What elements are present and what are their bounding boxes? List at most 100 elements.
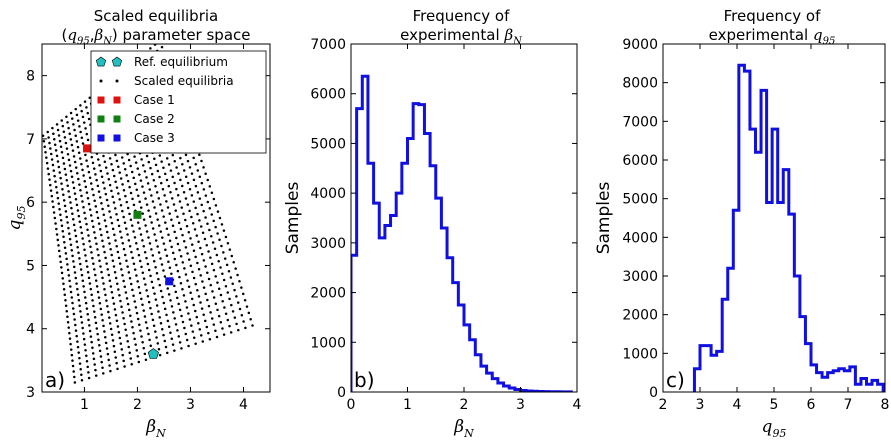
scaled-equilibrium-dot xyxy=(178,200,182,203)
scaled-equilibrium-dot xyxy=(74,134,77,137)
scaled-equilibrium-dot xyxy=(106,352,110,356)
scaled-equilibrium-dot xyxy=(72,186,76,190)
scaled-equilibrium-dot xyxy=(116,282,119,285)
scaled-equilibrium-dot xyxy=(78,183,81,186)
scaled-equilibrium-dot xyxy=(72,370,75,373)
scaled-equilibrium-dot xyxy=(156,245,159,248)
scaled-equilibrium-dot xyxy=(131,256,134,260)
scaled-equilibrium-dot xyxy=(82,285,85,288)
scaled-equilibrium-dot xyxy=(64,304,68,307)
scaled-equilibrium-dot xyxy=(103,287,106,291)
scaled-equilibrium-dot xyxy=(220,223,224,226)
scaled-equilibrium-dot xyxy=(166,206,170,209)
scaled-equilibrium-dot xyxy=(49,183,52,187)
scaled-equilibrium-dot xyxy=(235,295,238,298)
scaled-equilibrium-dot xyxy=(74,323,77,327)
scaled-equilibrium-dot xyxy=(95,242,98,245)
scaled-equilibrium-dot xyxy=(102,324,105,328)
scaled-equilibrium-dot xyxy=(172,203,176,206)
scaled-equilibrium-dot xyxy=(230,254,234,258)
scaled-equilibrium-dot xyxy=(204,292,207,296)
scaled-equilibrium-dot xyxy=(130,224,134,227)
scaled-equilibrium-dot xyxy=(85,307,89,310)
scaled-equilibrium-dot xyxy=(109,285,113,288)
case-marker xyxy=(133,210,142,219)
scaled-equilibrium-dot xyxy=(154,212,158,215)
scaled-equilibrium-dot xyxy=(223,257,227,260)
scaled-equilibrium-dot xyxy=(115,361,118,365)
scaled-equilibrium-dot xyxy=(91,188,94,191)
scaled-equilibrium-dot xyxy=(128,276,132,280)
scaled-equilibrium-dot xyxy=(67,274,71,277)
scaled-equilibrium-dot xyxy=(93,231,96,234)
scaled-equilibrium-dot xyxy=(72,312,76,316)
scaled-equilibrium-dot xyxy=(178,341,182,344)
scaled-equilibrium-dot xyxy=(203,237,207,241)
scaled-equilibrium-dot xyxy=(121,242,125,245)
scaled-equilibrium-dot xyxy=(179,281,183,285)
scaled-equilibrium-dot xyxy=(159,230,163,233)
scaled-equilibrium-dot xyxy=(83,211,86,215)
legend-marker xyxy=(111,56,123,67)
y-tick-label: 1000 xyxy=(310,335,346,351)
scaled-equilibrium-dot xyxy=(133,155,136,158)
scaled-equilibrium-dot xyxy=(180,314,183,318)
scaled-equilibrium-dot xyxy=(207,331,210,335)
panel-c-plot-area xyxy=(692,63,885,392)
scaled-equilibrium-dot xyxy=(154,265,157,269)
scaled-equilibrium-dot xyxy=(74,107,77,111)
scaled-equilibrium-dot xyxy=(240,286,243,289)
scaled-equilibrium-dot xyxy=(83,343,87,346)
scaled-equilibrium-dot xyxy=(85,132,89,136)
scaled-equilibrium-dot xyxy=(66,320,70,324)
scaled-equilibrium-dot xyxy=(128,212,131,216)
scaled-equilibrium-dot xyxy=(57,244,60,247)
scaled-equilibrium-dot xyxy=(147,209,150,212)
scaled-equilibrium-dot xyxy=(94,173,97,176)
scaled-equilibrium-dot xyxy=(217,260,220,263)
scaled-equilibrium-dot xyxy=(70,206,73,210)
scaled-equilibrium-dot xyxy=(104,224,108,228)
scaled-equilibrium-dot xyxy=(180,184,184,188)
scaled-equilibrium-dot xyxy=(107,236,110,239)
scaled-equilibrium-dot xyxy=(230,303,233,307)
scaled-equilibrium-dot xyxy=(151,286,155,289)
scaled-equilibrium-dot xyxy=(141,185,144,188)
scaled-equilibrium-dot xyxy=(66,184,69,188)
scaled-equilibrium-dot xyxy=(54,180,57,183)
scaled-equilibrium-dot xyxy=(79,157,82,160)
scaled-equilibrium-dot xyxy=(132,262,136,266)
scaled-equilibrium-dot xyxy=(190,172,194,175)
panel-c-title-q: q xyxy=(813,26,823,44)
scaled-equilibrium-dot xyxy=(228,297,231,301)
scaled-equilibrium-dot xyxy=(134,182,137,186)
scaled-equilibrium-dot xyxy=(212,219,215,223)
scaled-equilibrium-dot xyxy=(136,221,140,224)
scaled-equilibrium-dot xyxy=(150,172,154,176)
scaled-equilibrium-dot xyxy=(108,210,111,213)
scaled-equilibrium-dot xyxy=(73,160,77,164)
scaled-equilibrium-dot xyxy=(76,119,80,122)
scaled-equilibrium-dot xyxy=(170,305,174,308)
scaled-equilibrium-dot xyxy=(219,293,223,297)
panel-b-plot-area xyxy=(351,74,573,392)
x-tick-label: 1 xyxy=(80,397,89,413)
scaled-equilibrium-dot xyxy=(166,319,170,323)
scaled-equilibrium-dot xyxy=(144,358,148,361)
scaled-equilibrium-dot xyxy=(42,139,46,143)
scaled-equilibrium-dot xyxy=(189,237,192,240)
scaled-equilibrium-dot xyxy=(126,265,129,268)
scaled-equilibrium-dot xyxy=(134,343,137,346)
scaled-equilibrium-dot xyxy=(190,324,193,327)
scaled-equilibrium-dot xyxy=(184,218,187,222)
legend-marker xyxy=(95,56,107,67)
scaled-equilibrium-dot xyxy=(124,291,128,294)
scaled-equilibrium-dot xyxy=(198,328,202,331)
scaled-equilibrium-dot xyxy=(186,203,190,206)
scaled-equilibrium-dot xyxy=(139,179,143,182)
panel-a-title-suffix: ) parameter space xyxy=(112,26,251,44)
scaled-equilibrium-dot xyxy=(152,260,156,263)
scaled-equilibrium-dot xyxy=(197,240,200,244)
scaled-equilibrium-dot xyxy=(136,167,139,170)
scaled-equilibrium-dot xyxy=(136,354,140,358)
